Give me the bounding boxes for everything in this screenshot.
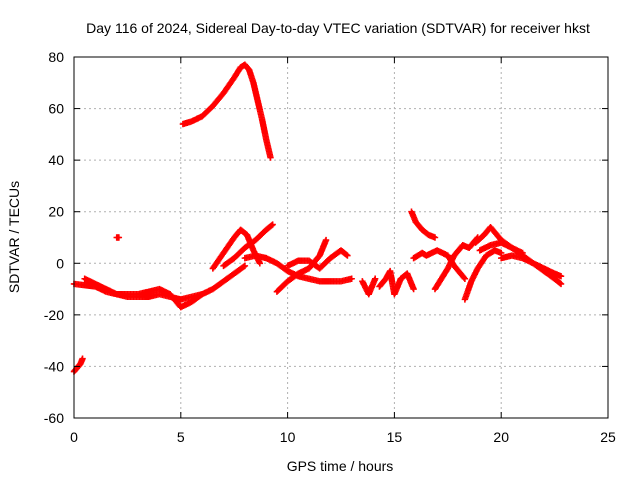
y-tick-label: 80 bbox=[48, 49, 64, 65]
data-point bbox=[241, 262, 249, 270]
data-point bbox=[461, 275, 469, 282]
y-tick-label: 0 bbox=[56, 255, 64, 271]
x-tick-label: 25 bbox=[600, 429, 616, 445]
y-tick-label: -20 bbox=[44, 307, 64, 323]
series-arc-i bbox=[273, 236, 330, 295]
series-arc-n bbox=[408, 208, 439, 241]
data-point bbox=[557, 272, 565, 280]
series-arc-e bbox=[81, 275, 206, 311]
x-tick-label: 20 bbox=[493, 429, 509, 445]
data-point bbox=[460, 274, 468, 281]
data-point bbox=[557, 280, 565, 288]
data-point bbox=[198, 291, 206, 298]
series-arc-p bbox=[461, 247, 505, 303]
series-arc-b bbox=[179, 61, 274, 161]
data-points bbox=[70, 61, 565, 375]
chart-title: Day 116 of 2024, Sidereal Day-to-day VTE… bbox=[86, 20, 590, 36]
grid bbox=[74, 57, 608, 418]
series-arc-j bbox=[284, 247, 351, 272]
axis-ticks: 0 5 10 15 20 25 80 60 40 20 0 -20 -40 -60 bbox=[44, 49, 616, 445]
y-tick-label: -60 bbox=[44, 410, 64, 426]
data-point bbox=[256, 260, 264, 267]
data-point bbox=[556, 279, 564, 287]
series-arc-h bbox=[241, 252, 355, 285]
x-tick-label: 10 bbox=[280, 429, 296, 445]
y-axis-label: SDTVAR / TECUs bbox=[6, 181, 22, 293]
data-point bbox=[197, 291, 205, 299]
data-point bbox=[79, 355, 86, 362]
data-point bbox=[431, 234, 439, 241]
data-point bbox=[269, 221, 276, 228]
data-point bbox=[267, 154, 274, 161]
x-tick-label: 5 bbox=[177, 429, 185, 445]
y-tick-label: 20 bbox=[48, 204, 64, 220]
series-arc-f bbox=[209, 226, 264, 272]
data-point bbox=[322, 236, 330, 244]
y-tick-label: -40 bbox=[44, 358, 64, 374]
series-arc-r bbox=[472, 223, 526, 257]
x-tick-label: 15 bbox=[387, 429, 403, 445]
series-arc-g bbox=[220, 221, 276, 270]
data-point bbox=[410, 285, 417, 293]
data-point bbox=[343, 251, 350, 258]
series-arc-l bbox=[376, 267, 417, 298]
data-point bbox=[344, 252, 351, 259]
y-tick-label: 60 bbox=[48, 101, 64, 117]
data-point bbox=[348, 275, 355, 282]
series-arc-c bbox=[113, 234, 123, 241]
data-point bbox=[115, 234, 123, 241]
x-tick-label: 0 bbox=[70, 429, 78, 445]
y-tick-label: 40 bbox=[48, 152, 64, 168]
data-point bbox=[371, 275, 379, 282]
series-arc-k bbox=[359, 275, 379, 298]
data-point bbox=[268, 222, 275, 229]
series-arc-a bbox=[70, 355, 86, 375]
plot-frame bbox=[73, 56, 609, 419]
data-point bbox=[240, 263, 247, 270]
x-axis-label: GPS time / hours bbox=[287, 458, 394, 474]
series-arc-s bbox=[498, 252, 565, 288]
